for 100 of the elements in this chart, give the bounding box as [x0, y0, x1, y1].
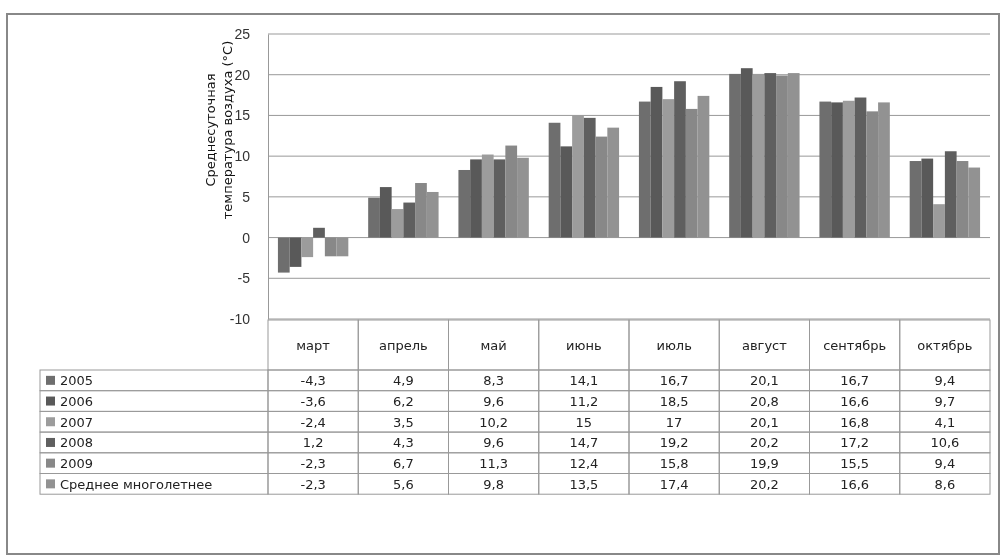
y-tick-label: 20	[234, 66, 251, 83]
y-tick-label: 5	[242, 188, 251, 205]
data-label: 4,1	[934, 414, 956, 430]
data-label: 15	[575, 414, 593, 430]
data-label: 1,2	[302, 435, 324, 451]
bar	[752, 73, 765, 238]
data-label: 20,2	[749, 476, 779, 492]
data-label: 11,2	[569, 394, 599, 410]
data-label: 20,8	[749, 394, 779, 410]
bar	[548, 122, 561, 238]
data-label: -2,3	[300, 476, 326, 492]
x-tick-label: сентябрь	[823, 337, 887, 353]
bar	[831, 102, 843, 238]
data-label: 9,6	[483, 394, 504, 410]
bar	[289, 237, 302, 267]
x-tick-label: август	[741, 337, 788, 353]
y-tick-label: 15	[234, 107, 251, 124]
data-label: 16,6	[840, 394, 870, 410]
y-tick-label: 0	[242, 229, 251, 246]
bar	[764, 73, 777, 238]
data-label: 19,9	[749, 456, 779, 472]
data-label: 9,4	[934, 373, 956, 389]
x-tick-label: апрель	[379, 337, 428, 353]
data-label: 8,6	[934, 476, 956, 492]
data-label: 4,9	[393, 373, 414, 389]
data-label: 4,3	[393, 435, 414, 451]
data-label: 16,6	[840, 476, 870, 492]
bar	[470, 159, 482, 238]
bar	[277, 237, 290, 273]
bar	[493, 159, 506, 238]
data-label: 9,4	[934, 456, 956, 472]
legend-label: 2005	[60, 373, 94, 389]
bar	[391, 209, 404, 238]
bar	[819, 101, 832, 238]
data-label: 10,2	[479, 414, 509, 430]
data-label: -3,6	[300, 394, 326, 410]
bar	[638, 101, 651, 238]
data-label: 20,1	[749, 414, 779, 430]
legend-label: 2009	[60, 456, 94, 472]
x-tick-label: октябрь	[917, 337, 973, 353]
bar	[583, 117, 596, 238]
bar	[379, 187, 392, 238]
data-label: 5,6	[393, 476, 414, 492]
y-tick-label: 25	[234, 25, 251, 42]
bar	[842, 100, 855, 238]
data-label: 16,7	[840, 373, 870, 389]
legend-label: 2006	[60, 394, 94, 410]
bar	[560, 146, 573, 238]
data-label: 9,6	[483, 435, 504, 451]
bar	[674, 81, 686, 238]
data-label: 15,8	[659, 456, 689, 472]
bar	[650, 86, 663, 238]
data-label: 20,1	[749, 373, 779, 389]
x-tick-label: май	[480, 337, 507, 353]
data-label: 14,7	[569, 435, 599, 451]
y-tick-label: -5	[237, 270, 251, 287]
legend-label: Среднее многолетнее	[60, 476, 213, 492]
data-label: 8,3	[483, 373, 504, 389]
bar	[458, 169, 471, 238]
data-label: 17,4	[659, 476, 689, 492]
bar	[854, 97, 867, 238]
bar	[729, 73, 741, 238]
data-label: 12,4	[569, 456, 599, 472]
y-tick-label: 10	[234, 148, 251, 165]
data-label: 15,5	[840, 456, 870, 472]
data-label: -2,4	[300, 414, 326, 430]
data-label: 17,2	[840, 435, 870, 451]
bar	[933, 204, 945, 238]
bar	[944, 151, 957, 238]
data-label: 11,3	[479, 456, 509, 472]
data-label: 3,5	[393, 414, 414, 430]
bar	[740, 68, 753, 238]
legend-label: 2007	[60, 414, 94, 430]
data-label: -2,3	[300, 456, 326, 472]
data-label: 20,2	[749, 435, 779, 451]
y-axis-title: Среднесуточная температура воздуха (°C)	[203, 40, 235, 220]
data-label: 9,8	[483, 476, 504, 492]
bar	[921, 158, 934, 238]
data-label: -4,3	[300, 373, 326, 389]
data-label: 14,1	[569, 373, 599, 389]
x-tick-label: июль	[656, 337, 692, 353]
bar	[313, 227, 325, 238]
data-label: 19,2	[659, 435, 689, 451]
x-tick-label: июнь	[566, 337, 602, 353]
x-tick-label: март	[296, 337, 331, 353]
data-label: 16,8	[840, 414, 870, 430]
bar	[368, 197, 380, 238]
bar	[909, 161, 922, 238]
data-label: 6,2	[393, 394, 414, 410]
bar	[662, 99, 675, 238]
legend-label: 2008	[60, 435, 94, 451]
bar	[403, 202, 416, 238]
y-tick-label: -10	[229, 310, 251, 327]
data-label: 18,5	[659, 394, 689, 410]
data-label: 16,7	[659, 373, 689, 389]
data-label: 6,7	[393, 456, 414, 472]
data-label: 13,5	[569, 476, 599, 492]
data-label: 17	[665, 414, 683, 430]
data-label: 9,7	[934, 394, 956, 410]
data-label: 10,6	[930, 435, 960, 451]
